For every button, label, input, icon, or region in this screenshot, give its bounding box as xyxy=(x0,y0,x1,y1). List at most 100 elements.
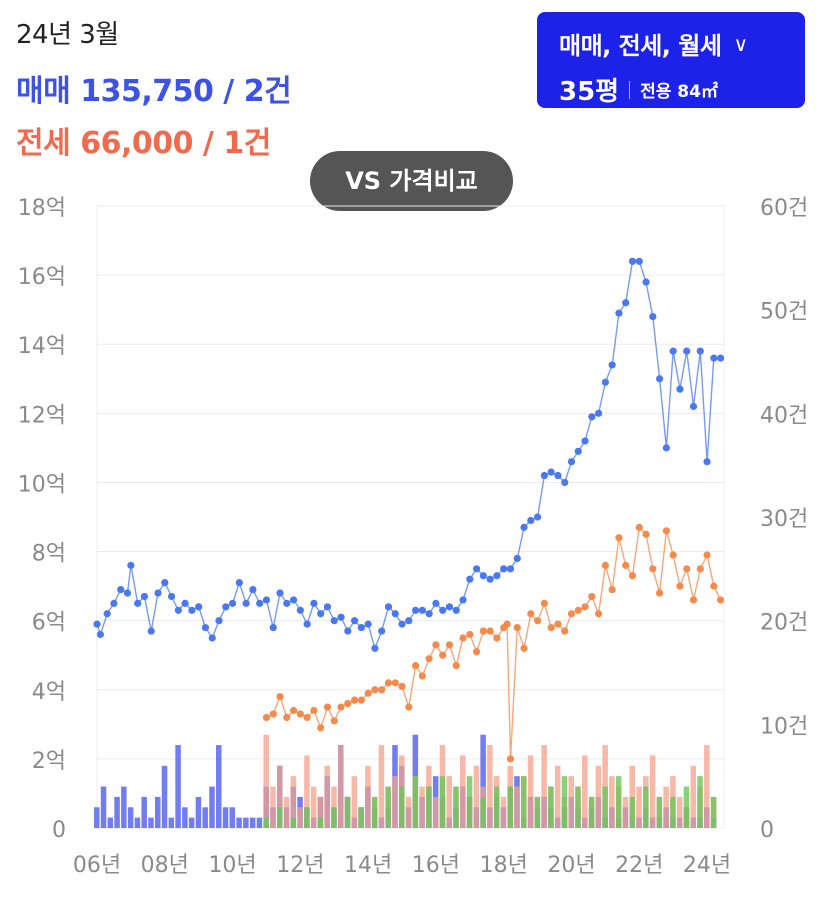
volume-bar xyxy=(127,807,134,828)
x-tick-label: 16년 xyxy=(412,853,460,878)
price-point xyxy=(418,672,426,680)
volume-bars xyxy=(94,734,717,828)
volume-bar xyxy=(480,786,486,828)
volume-bar xyxy=(412,734,419,828)
volume-bar xyxy=(480,796,486,828)
price-point xyxy=(662,444,670,452)
volume-bar xyxy=(697,776,703,828)
price-point xyxy=(703,458,711,466)
volume-bar xyxy=(656,817,663,828)
volume-bar xyxy=(114,796,120,828)
price-line xyxy=(96,260,721,651)
price-point xyxy=(167,592,176,601)
volume-bar xyxy=(568,776,574,828)
price-point xyxy=(595,610,603,618)
volume-bar xyxy=(310,786,317,828)
volume-bar xyxy=(263,817,269,828)
price-point xyxy=(330,717,338,725)
price-point xyxy=(452,661,460,670)
volume-bar xyxy=(487,745,493,828)
price-point xyxy=(317,610,325,618)
volume-bar xyxy=(324,776,330,828)
price-point xyxy=(235,579,243,587)
volume-bar xyxy=(460,755,466,828)
volume-bar xyxy=(466,776,473,828)
price-point xyxy=(574,447,582,455)
volume-bar xyxy=(338,745,344,828)
size-selector[interactable]: 35평 전용 84㎡ xyxy=(559,71,783,108)
price-point xyxy=(222,603,230,611)
y-right-tick-label: 0 xyxy=(760,818,774,843)
volume-bar xyxy=(514,776,520,828)
price-point xyxy=(459,596,467,604)
volume-bar xyxy=(697,786,703,828)
volume-bar xyxy=(338,745,344,828)
price-point xyxy=(296,606,304,614)
volume-bar xyxy=(412,776,419,828)
volume-bar xyxy=(575,786,581,828)
volume-bar xyxy=(676,796,683,828)
price-point xyxy=(540,599,548,607)
price-point xyxy=(472,565,481,573)
y-left-tick-label: 0 xyxy=(52,818,66,843)
x-tick-label: 14년 xyxy=(344,853,392,878)
trade-type-filter-button[interactable]: 매매, 전세, 월세 ∨ 35평 전용 84㎡ xyxy=(537,12,805,108)
price-point xyxy=(323,703,332,711)
price-point xyxy=(696,347,704,355)
y-right-tick-label: 40건 xyxy=(760,403,808,428)
volume-bar xyxy=(446,817,452,828)
volume-bar xyxy=(304,807,310,828)
price-point xyxy=(425,610,433,618)
trade-type-selector[interactable]: 매매, 전세, 월세 ∨ xyxy=(559,26,783,61)
volume-bar xyxy=(521,817,527,828)
price-point xyxy=(513,623,521,632)
volume-bar xyxy=(561,796,568,828)
volume-bar xyxy=(649,755,656,828)
volume-bar xyxy=(656,796,663,828)
y-right-tick-label: 20건 xyxy=(760,611,808,636)
volume-bar xyxy=(202,807,208,828)
price-point xyxy=(710,582,718,590)
volume-bar xyxy=(453,807,459,828)
volume-bar xyxy=(351,817,358,828)
price-point xyxy=(622,299,630,307)
price-point xyxy=(703,551,711,559)
volume-bar xyxy=(595,765,602,828)
volume-bar xyxy=(134,817,141,828)
volume-bar xyxy=(466,796,473,828)
volume-bar xyxy=(561,807,568,828)
volume-bar xyxy=(243,817,249,828)
volume-bar xyxy=(534,796,541,828)
x-tick-label: 20년 xyxy=(547,853,595,878)
price-point xyxy=(676,385,684,393)
volume-bar xyxy=(297,796,303,828)
vs-compare-button[interactable]: VS 가격비교 xyxy=(310,151,513,211)
volume-bar xyxy=(500,807,507,828)
price-point xyxy=(466,575,474,583)
price-point xyxy=(384,603,393,611)
volume-bar xyxy=(399,755,405,828)
volume-bar xyxy=(643,776,649,828)
volume-bar xyxy=(690,765,696,828)
price-point xyxy=(262,596,271,604)
price-point xyxy=(554,620,562,628)
price-point xyxy=(276,589,284,597)
price-point xyxy=(656,589,664,597)
volume-bar xyxy=(521,776,527,828)
price-point xyxy=(344,700,352,708)
volume-bar xyxy=(378,745,385,828)
price-point xyxy=(574,606,582,614)
plot-area xyxy=(96,205,725,829)
x-tick-label: 06년 xyxy=(73,853,121,878)
volume-bar xyxy=(229,807,236,828)
price-point xyxy=(506,565,515,573)
price-point xyxy=(276,693,284,701)
volume-bar xyxy=(385,786,391,828)
price-point xyxy=(357,696,365,704)
volume-bar xyxy=(704,745,710,828)
volume-bar xyxy=(277,807,283,828)
volume-bar xyxy=(290,817,297,828)
volume-bar xyxy=(277,765,283,828)
volume-bar xyxy=(460,786,466,828)
volume-bar xyxy=(385,807,391,828)
